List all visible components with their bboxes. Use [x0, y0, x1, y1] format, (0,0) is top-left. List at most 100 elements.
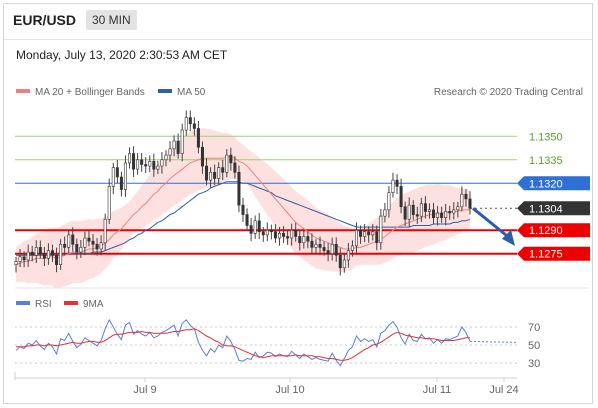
candle-body	[432, 209, 436, 218]
candle-body	[294, 229, 298, 237]
candle-body	[314, 244, 318, 248]
candle	[245, 208, 249, 232]
candle-body	[192, 123, 196, 129]
candle-body	[59, 244, 63, 265]
ma50-legend-label: MA 50	[177, 87, 206, 98]
candle	[34, 240, 38, 264]
candle	[107, 178, 111, 225]
x-tick-label: Jul 11	[423, 384, 452, 396]
ma20-legend-swatch	[16, 89, 30, 93]
candle	[168, 141, 172, 162]
moving-averages	[15, 156, 471, 266]
x-tick-label: Jul 10	[275, 384, 304, 396]
candle-body	[136, 159, 140, 170]
candle-body	[436, 212, 440, 218]
candle	[415, 206, 419, 224]
x-tick-label: Jul 24	[489, 384, 518, 396]
candle	[322, 241, 326, 256]
rsi-legend: RSI 9MA	[16, 299, 104, 310]
candle-body	[245, 214, 249, 226]
level-label-1.1335: 1.1335	[529, 155, 563, 167]
candle-body	[395, 179, 399, 187]
candle-body	[423, 203, 427, 212]
candle-body	[42, 253, 46, 259]
candle	[205, 158, 209, 186]
rsi-ma-legend-label: 9MA	[83, 299, 104, 310]
candle	[55, 247, 59, 273]
candle-body	[306, 236, 310, 242]
candle-body	[95, 244, 99, 250]
candle	[294, 222, 298, 242]
candle-body	[354, 229, 358, 247]
candle	[423, 196, 427, 219]
candle	[79, 239, 83, 258]
candle	[123, 155, 127, 197]
credit-text: Research © 2020 Trading Central	[434, 87, 583, 98]
rsi-legend-label: RSI	[35, 299, 52, 310]
candle-body	[452, 209, 456, 214]
candle-body	[338, 254, 342, 269]
level-tag-1.1275	[517, 246, 590, 261]
candle	[188, 110, 192, 131]
candle-body	[225, 154, 229, 173]
candle	[63, 236, 67, 256]
candle-body	[103, 218, 107, 244]
candle-body	[132, 153, 136, 170]
candle-body	[67, 234, 71, 248]
candle	[99, 235, 103, 256]
candle	[160, 151, 164, 174]
candle	[42, 247, 46, 267]
candle-body	[282, 233, 286, 237]
candle	[91, 234, 95, 252]
level-tag-text-1.1275: 1.1275	[529, 249, 563, 261]
candle-body	[330, 244, 334, 254]
timeframe-badge[interactable]: 30 MIN	[86, 10, 137, 30]
price-legend: MA 20 + Bollinger Bands MA 50 Research ©…	[16, 87, 583, 98]
candle	[38, 240, 42, 259]
forecast-arrow-shaft	[472, 207, 508, 238]
candles	[14, 110, 472, 276]
candle	[318, 236, 322, 256]
candle	[50, 244, 54, 262]
rsi-ma-line	[16, 328, 470, 361]
candle	[209, 167, 213, 188]
x-axis: Jul 9 Jul 10 Jul 11 Jul 24	[14, 372, 519, 396]
candle-body	[200, 146, 204, 167]
candle	[444, 203, 448, 226]
candle	[371, 224, 375, 241]
candle	[298, 230, 302, 251]
candle	[196, 120, 200, 154]
candle	[156, 160, 160, 175]
rsi-legend-swatch	[16, 301, 30, 305]
candle-body	[387, 192, 391, 211]
rsi-tick-30: 30	[528, 358, 540, 370]
candle	[176, 133, 180, 159]
candle	[111, 162, 115, 195]
candle	[306, 231, 310, 249]
candle	[83, 231, 87, 256]
candle	[71, 227, 75, 252]
candle	[192, 117, 196, 136]
candle	[379, 208, 383, 250]
candle	[152, 153, 156, 177]
level-tag-1.1320	[517, 176, 590, 191]
candle	[282, 226, 286, 243]
candle	[241, 197, 245, 222]
candle	[59, 239, 63, 270]
timestamp: Monday, July 13, 2020 2:30:53 AM CET	[16, 48, 228, 62]
candle	[448, 205, 452, 220]
candle-body	[399, 186, 403, 208]
candle-body	[322, 247, 326, 251]
rsi-line	[15, 318, 471, 367]
candle-body	[379, 215, 383, 244]
ma50-line	[16, 181, 471, 256]
candle	[26, 244, 30, 267]
candle	[302, 228, 306, 249]
rsi-panel: 70 50 30	[15, 318, 540, 370]
candle-body	[411, 204, 415, 215]
candle-body	[290, 229, 294, 239]
candle	[440, 206, 444, 223]
candle	[326, 243, 330, 262]
candle	[95, 237, 99, 256]
candle-body	[184, 117, 188, 131]
